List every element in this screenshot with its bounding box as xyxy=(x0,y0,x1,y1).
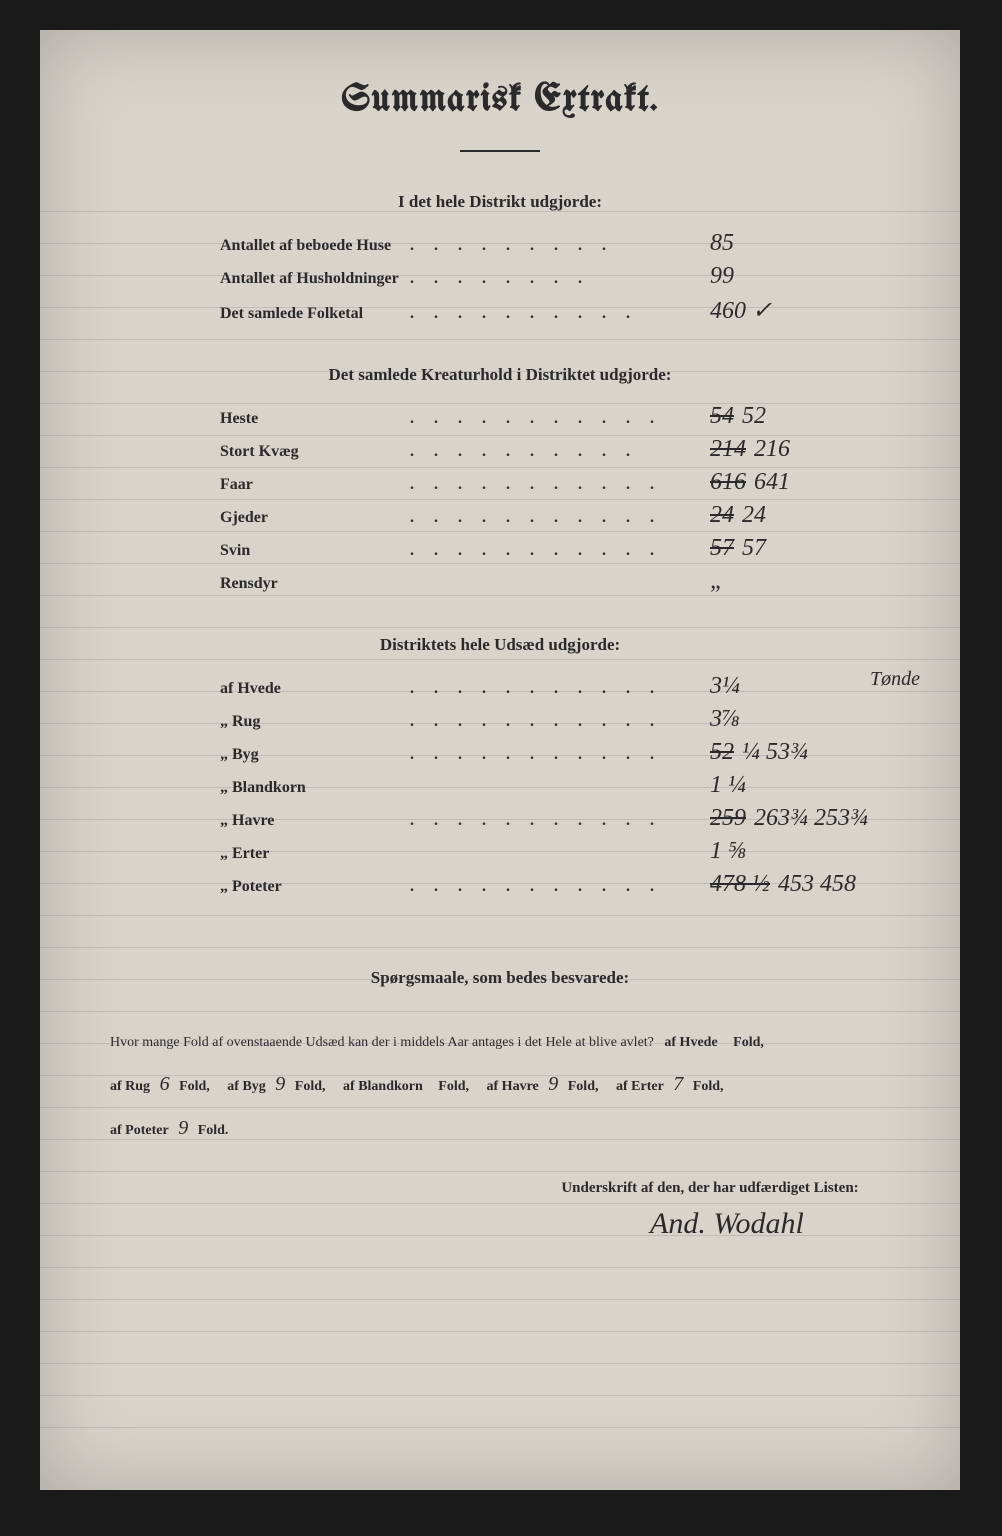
leader-dots: . . . . . . . . . . . xyxy=(410,713,690,731)
row-value: 2424 xyxy=(690,502,910,529)
row-value: 1 ⅝ xyxy=(690,838,910,865)
section1-heading: I det hele Distrikt udgjorde: xyxy=(90,192,910,212)
row-label: „ Havre xyxy=(90,812,410,830)
row-population: Det samlede Folketal . . . . . . . . . .… xyxy=(90,296,910,325)
section2-heading: Det samlede Kreaturhold i Distriktet udg… xyxy=(90,365,910,385)
leader-dots: . . . . . . . . . . . xyxy=(410,410,690,428)
row-value: 99 xyxy=(690,263,910,290)
section1-rows: Antallet af beboede Huse . . . . . . . .… xyxy=(90,230,910,325)
row-sheep: Faar . . . . . . . . . . . 616641 xyxy=(90,469,910,496)
row-value: 5452 xyxy=(690,403,910,430)
row-goats: Gjeder . . . . . . . . . . . 2424 xyxy=(90,502,910,529)
q-item-val: 9 xyxy=(542,1073,564,1095)
leader-dots: . . . . . . . . . . xyxy=(410,305,690,323)
row-label: Antallet af beboede Huse xyxy=(90,237,410,255)
row-value: 3⅞ xyxy=(690,706,910,733)
row-mixgrain: „ Blandkorn 1 ¼ xyxy=(90,772,910,799)
q-item-val: 7 xyxy=(667,1073,689,1095)
row-label: Faar xyxy=(90,476,410,494)
row-label: af Hvede xyxy=(90,680,410,698)
page-title: Summarisk Extrakt. xyxy=(90,80,910,120)
q-item-label: af Rug xyxy=(110,1079,150,1094)
q-item-label: af Byg xyxy=(227,1079,266,1094)
q-item-unit: Fold, xyxy=(693,1079,724,1094)
questions-heading: Spørgsmaale, som bedes besvarede: xyxy=(90,968,910,988)
leader-dots: . . . . . . . . . . . xyxy=(410,542,690,560)
document-page: Summarisk Extrakt. I det hele Distrikt u… xyxy=(40,30,960,1490)
leader-dots: . . . . . . . . . . . xyxy=(410,509,690,527)
q-item-val: 6 xyxy=(154,1073,176,1095)
q-item-unit: Fold, xyxy=(568,1079,599,1094)
section3-rows: Tønde af Hvede . . . . . . . . . . . 3¼ … xyxy=(90,673,910,898)
row-oats: „ Havre . . . . . . . . . . . 259263¾ 25… xyxy=(90,805,910,832)
row-value: 460 ✓ xyxy=(690,296,910,325)
row-wheat: af Hvede . . . . . . . . . . . 3¼ xyxy=(90,673,910,700)
leader-dots: . . . . . . . . . . . xyxy=(410,476,690,494)
leader-dots: . . . . . . . . . xyxy=(410,237,690,255)
row-label: „ Blandkorn xyxy=(90,779,410,797)
leader-dots: . . . . . . . . . . . xyxy=(410,812,690,830)
row-label: Det samlede Folketal xyxy=(90,305,410,323)
q-item-val: 9 xyxy=(172,1117,194,1139)
section2-rows: Heste . . . . . . . . . . . 5452 Stort K… xyxy=(90,403,910,595)
leader-dots: . . . . . . . . . . . xyxy=(410,746,690,764)
row-label: Antallet af Husholdninger xyxy=(90,270,410,288)
q-item-unit: Fold, xyxy=(179,1079,210,1094)
signature-heading: Underskrift af den, der har udfærdiget L… xyxy=(510,1180,910,1197)
row-label: „ Byg xyxy=(90,746,410,764)
q-item-label: af Poteter xyxy=(110,1123,169,1138)
row-value: „ xyxy=(690,568,910,595)
row-label: Heste xyxy=(90,410,410,428)
row-value: 1 ¼ xyxy=(690,772,910,799)
signature-name: And. Wodahl xyxy=(650,1207,910,1241)
row-value: 52¼ 53¾ xyxy=(690,739,910,766)
row-reindeer: Rensdyr „ xyxy=(90,568,910,595)
leader-dots: . . . . . . . . . . xyxy=(410,443,690,461)
questions-block: Hvor mange Fold af ovenstaaende Udsæd ka… xyxy=(110,1018,890,1150)
row-value: 616641 xyxy=(690,469,910,496)
row-potatoes: „ Poteter . . . . . . . . . . . 478 ½453… xyxy=(90,871,910,898)
row-horses: Heste . . . . . . . . . . . 5452 xyxy=(90,403,910,430)
q-item-label: af Blandkorn xyxy=(343,1079,423,1094)
row-label: Rensdyr xyxy=(90,575,410,593)
row-label: „ Rug xyxy=(90,713,410,731)
q-item-label: af Erter xyxy=(616,1079,664,1094)
row-value: 214216 xyxy=(690,436,910,463)
q-item-unit: Fold, xyxy=(438,1079,469,1094)
row-value: 85 xyxy=(690,230,910,257)
questions-text: Hvor mange Fold af ovenstaaende Udsæd ka… xyxy=(110,1035,654,1050)
row-label: Gjeder xyxy=(90,509,410,527)
q-item-label: af Havre xyxy=(487,1079,539,1094)
q-item-unit: Fold, xyxy=(733,1035,764,1050)
row-rye: „ Rug . . . . . . . . . . . 3⅞ xyxy=(90,706,910,733)
row-value: 259263¾ 253¾ xyxy=(690,805,910,832)
section3-heading: Distriktets hele Udsæd udgjorde: xyxy=(90,635,910,655)
leader-dots: . . . . . . . . . . . xyxy=(410,878,690,896)
row-peas: „ Erter 1 ⅝ xyxy=(90,838,910,865)
row-households: Antallet af Husholdninger . . . . . . . … xyxy=(90,263,910,290)
row-label: „ Poteter xyxy=(90,878,410,896)
row-cattle: Stort Kvæg . . . . . . . . . . 214216 xyxy=(90,436,910,463)
row-houses: Antallet af beboede Huse . . . . . . . .… xyxy=(90,230,910,257)
q-item-val: 9 xyxy=(269,1073,291,1095)
row-label: Stort Kvæg xyxy=(90,443,410,461)
q-item-val xyxy=(426,1073,438,1095)
leader-dots: . . . . . . . . xyxy=(410,270,690,288)
q-item-unit: Fold, xyxy=(295,1079,326,1094)
row-label: Svin xyxy=(90,542,410,560)
row-barley: „ Byg . . . . . . . . . . . 52¼ 53¾ xyxy=(90,739,910,766)
row-value: 5757 xyxy=(690,535,910,562)
q-item-val xyxy=(721,1029,733,1051)
q-item-label: af Hvede xyxy=(664,1035,717,1050)
title-rule xyxy=(460,150,540,152)
q-item-unit: Fold. xyxy=(198,1123,229,1138)
row-value: 478 ½453 458 xyxy=(690,871,910,898)
row-label: „ Erter xyxy=(90,845,410,863)
leader-dots: . . . . . . . . . . . xyxy=(410,680,690,698)
row-pigs: Svin . . . . . . . . . . . 5757 xyxy=(90,535,910,562)
unit-note: Tønde xyxy=(870,668,920,691)
